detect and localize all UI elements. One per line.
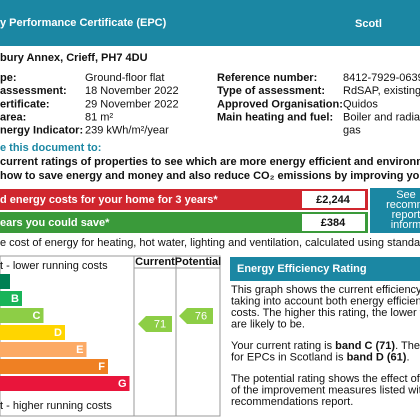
detail-label: assessment: xyxy=(0,85,67,97)
panel-segment: recommendations report. xyxy=(231,396,353,408)
band-letter: C xyxy=(33,310,41,322)
panel-title-bar xyxy=(230,257,420,281)
column-header: Current xyxy=(135,256,175,268)
detail-value: 81 m² xyxy=(85,112,113,124)
band xyxy=(0,291,22,306)
detail-label: Reference number: xyxy=(217,72,317,84)
cost-note: e cost of energy for heating, hot water,… xyxy=(0,237,420,249)
panel-line: recommendations report. xyxy=(231,396,353,408)
panel-line: costs. The higher this rating, the lower… xyxy=(231,307,420,319)
detail-label: pe: xyxy=(0,72,17,84)
address: bury Annex, Crieff, PH7 4DU xyxy=(0,52,148,64)
panel-line: are likely to be. xyxy=(231,318,305,330)
panel-segment: Your current rating is xyxy=(231,340,335,352)
detail-label: Main heating and fuel: xyxy=(217,112,333,124)
panel-line: The potential rating shows the effect of… xyxy=(231,373,420,385)
current-rating xyxy=(138,316,172,332)
detail-label: area: xyxy=(0,112,26,124)
section-heading: e this document to: xyxy=(0,142,101,154)
use-line: how to save energy and money and also re… xyxy=(0,170,420,182)
band-letter: B xyxy=(11,293,19,305)
potential-rating xyxy=(179,308,213,324)
use-line: current ratings of properties to see whi… xyxy=(0,156,420,168)
panel-segment: taking into account both energy efficien… xyxy=(231,295,420,307)
see-box xyxy=(370,188,420,233)
cost-label: d energy costs for your home for 3 years… xyxy=(0,194,218,206)
detail-value: 29 November 2022 xyxy=(85,98,179,110)
detail-label: ertificate: xyxy=(0,98,50,110)
detail-value: Ground-floor flat xyxy=(85,72,164,84)
detail-value: gas xyxy=(343,125,361,137)
panel-line: Your current rating is band C (71). The … xyxy=(231,340,420,352)
detail-value: RdSAP, existing xyxy=(343,85,420,97)
band xyxy=(0,342,87,357)
cost-label: ears you could save* xyxy=(0,217,110,229)
see-text: See xyxy=(396,189,416,201)
detail-label: nergy Indicator: xyxy=(0,125,83,137)
panel-line: for EPCs in Scotland is band D (61). xyxy=(231,351,410,363)
panel-segment: band C (71) xyxy=(335,340,395,352)
chart-note: t - higher running costs xyxy=(0,400,112,412)
title: y Performance Certificate (EPC) xyxy=(0,17,167,29)
cost-bar xyxy=(0,212,368,233)
panel-segment: . The ave xyxy=(395,340,420,352)
cost-amount: £2,244 xyxy=(316,194,351,206)
band xyxy=(0,376,130,391)
band xyxy=(0,308,44,323)
cost-box xyxy=(302,214,365,231)
rating-chart-frame xyxy=(0,255,221,417)
country: Scotl xyxy=(355,18,382,30)
panel-line: of the improvement measures listed withi… xyxy=(231,384,420,396)
panel-segment: for EPCs in Scotland is xyxy=(231,351,347,363)
detail-label: Type of assessment: xyxy=(217,85,325,97)
band-letter: F xyxy=(98,361,105,373)
panel-segment: The potential rating shows the effect of… xyxy=(231,373,420,385)
band-a xyxy=(0,274,10,289)
current-rating-value: 71 xyxy=(154,318,166,330)
panel-segment: costs. The higher this rating, the lower… xyxy=(231,307,420,319)
detail-value: Boiler and radiat xyxy=(343,112,420,124)
see-text: report xyxy=(392,209,420,221)
column-header: Potential xyxy=(175,256,221,268)
panel-segment: . xyxy=(406,351,409,363)
panel-line: taking into account both energy efficien… xyxy=(231,295,420,307)
see-text: inform xyxy=(391,219,420,231)
see-text: recomm xyxy=(386,199,420,211)
cost-amount: £384 xyxy=(321,217,346,229)
panel-segment: band D (61) xyxy=(347,351,407,363)
detail-value: Quidos xyxy=(343,98,378,110)
panel-title: Energy Efficiency Rating xyxy=(237,263,367,275)
panel-segment: are likely to be. xyxy=(231,318,305,330)
band-letter: D xyxy=(54,327,62,339)
panel-line: This graph shows the current efficiency … xyxy=(231,284,420,296)
band xyxy=(0,325,65,340)
cost-box xyxy=(302,191,365,208)
potential-rating-value: 76 xyxy=(195,310,207,322)
detail-value: 18 November 2022 xyxy=(85,85,179,97)
band-letter: G xyxy=(118,378,127,390)
band-letter: E xyxy=(76,344,83,356)
chart-note: t - lower running costs xyxy=(0,260,108,272)
band xyxy=(0,359,108,374)
header-bar xyxy=(0,0,420,46)
cost-bar xyxy=(0,189,368,210)
detail-value: 8412-7929-0639 xyxy=(343,72,420,84)
detail-value: 239 kWh/m²/year xyxy=(85,125,169,137)
detail-label: Approved Organisation: xyxy=(217,98,343,110)
panel-segment: of the improvement measures listed withi… xyxy=(231,384,420,396)
panel-segment: This graph shows the current efficiency … xyxy=(231,284,420,296)
